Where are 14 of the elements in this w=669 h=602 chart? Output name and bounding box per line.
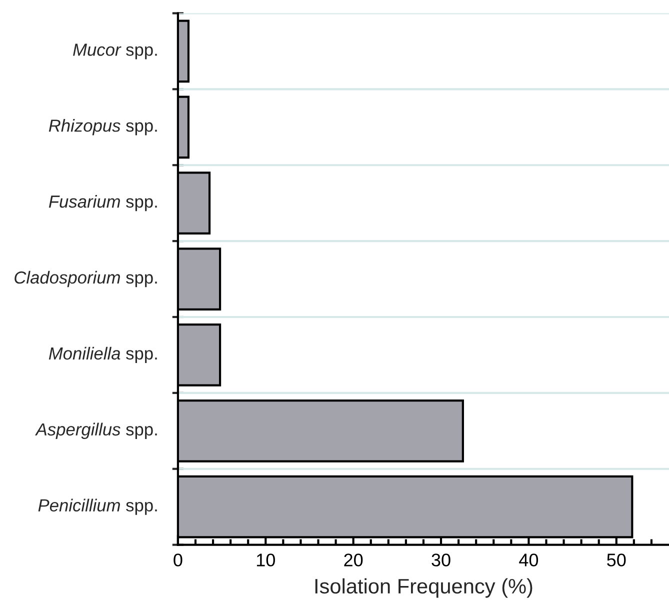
x-tick-label: 50 (607, 554, 626, 566)
y-tick-label: Penicillium spp. (38, 498, 157, 515)
y-tick-label: Rhizopus spp. (48, 119, 157, 136)
x-tick-label: 0 (174, 554, 182, 566)
y-tick-label: Mucor spp. (73, 44, 157, 60)
x-tick-label: 20 (344, 554, 363, 566)
y-tick-label: Aspergillus spp. (34, 422, 157, 439)
y-tick-label: Cladosporium spp. (14, 270, 157, 288)
x-tick-label: 10 (256, 554, 275, 566)
y-tick-label: Moniliella spp. (48, 346, 157, 364)
x-tick-label: 30 (432, 554, 450, 566)
y-tick-label: Fusarium spp. (48, 194, 157, 212)
x-axis-title: Isolation Frequency (%) (315, 578, 532, 598)
x-tick-label: 40 (519, 554, 538, 566)
